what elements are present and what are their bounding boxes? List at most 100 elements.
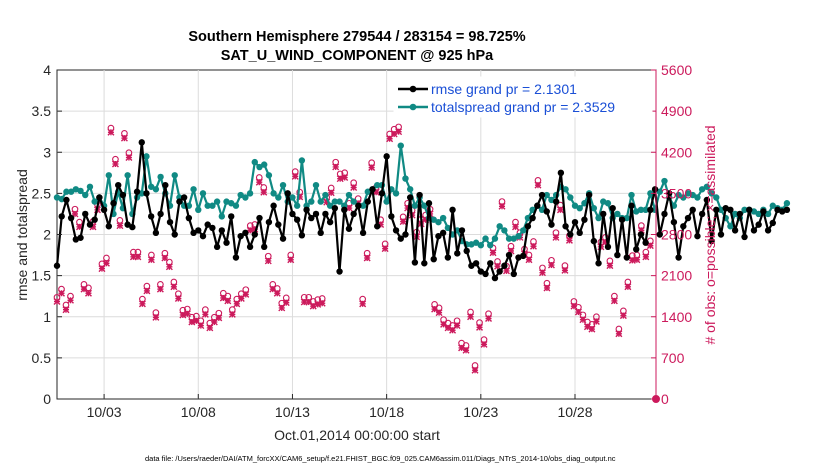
totalspread-point — [157, 173, 164, 181]
rmse-point — [336, 268, 343, 275]
rmse-point — [110, 200, 117, 207]
rmse-point — [656, 231, 663, 238]
rmse-point — [684, 214, 692, 222]
y-left-tick-label: 1.5 — [32, 268, 52, 284]
totalspread-point — [91, 198, 98, 205]
rmse-point — [308, 214, 315, 222]
legend-rmse-marker — [409, 85, 417, 93]
rmse-point — [228, 213, 235, 220]
obs-assimilated-point — [570, 302, 578, 310]
rmse-point — [162, 181, 169, 189]
obs-assimilated-point — [462, 346, 470, 354]
x-tick-label: 10/03 — [87, 404, 122, 420]
rmse-point — [727, 206, 734, 214]
totalspread-point — [562, 186, 569, 193]
obs-assimilated-point — [84, 289, 92, 297]
totalspread-point — [477, 241, 485, 249]
y-right-axis-label: # of obs: o=possible; ×=assimilated — [702, 125, 718, 344]
totalspread-point — [406, 186, 414, 193]
rmse-point — [510, 270, 517, 278]
obs-assimilated-point — [116, 222, 124, 230]
legend-box — [393, 76, 653, 118]
rmse-point — [152, 229, 160, 237]
rmse-point — [147, 213, 155, 220]
rmse-point — [411, 259, 419, 266]
rmse-point — [444, 254, 452, 261]
rmse-point — [209, 224, 216, 232]
rmse-point — [124, 221, 131, 228]
totalspread-point — [783, 200, 791, 207]
rmse-point — [374, 223, 381, 230]
rmse-point — [195, 227, 202, 234]
rmse-point — [100, 206, 108, 214]
rmse-point — [406, 194, 414, 201]
rmse-point — [680, 223, 687, 230]
obs-assimilated-point — [53, 297, 61, 305]
obs-assimilated-point — [152, 313, 160, 321]
rmse-point — [760, 208, 767, 215]
totalspread-point — [190, 186, 197, 193]
rmse-point — [199, 232, 207, 240]
obs-assimilated-point — [287, 256, 295, 264]
rmse-point — [543, 208, 550, 215]
totalspread-point — [515, 232, 522, 240]
rmse-point — [119, 191, 127, 199]
totalspread-point — [152, 186, 160, 193]
legend-rmse-label: rmse grand pr = 2.1301 — [431, 81, 577, 97]
x-tick-label: 10/13 — [275, 404, 310, 420]
obs-assimilated-point — [219, 294, 227, 302]
totalspread-point — [124, 172, 131, 179]
rmse-point — [232, 254, 240, 261]
y-left-tick-label: 1 — [43, 309, 51, 325]
rmse-point — [637, 231, 645, 238]
totalspread-point — [510, 235, 517, 242]
totalspread-point — [143, 153, 150, 160]
totalspread-point — [680, 194, 687, 201]
totalspread-point — [439, 214, 447, 222]
totalspread-point — [322, 191, 329, 199]
y-right-tick-label: 2100 — [661, 268, 692, 284]
rmse-line — [55, 141, 788, 280]
rmse-point — [571, 218, 579, 226]
totalspread-point — [543, 191, 550, 199]
rmse-point — [275, 221, 282, 228]
rmse-point — [741, 233, 748, 241]
totalspread-point — [364, 188, 372, 195]
rmse-point — [67, 214, 75, 222]
totalspread-point — [764, 210, 772, 218]
rmse-point — [534, 202, 541, 209]
totalspread-point — [289, 194, 296, 201]
rmse-point — [694, 232, 701, 240]
rmse-point — [133, 188, 141, 195]
totalspread-point — [105, 172, 113, 179]
rmse-point — [717, 231, 725, 238]
rmse-point — [449, 206, 456, 214]
rmse-point — [237, 232, 244, 240]
obs-assimilated-point — [642, 253, 650, 261]
rmse-point — [661, 210, 668, 218]
totalspread-point — [345, 191, 353, 199]
obs-assimilated-point — [120, 134, 128, 142]
obs-assimilated-point — [183, 310, 191, 318]
obs-assimilated-point — [282, 299, 290, 307]
rmse-point — [115, 181, 122, 189]
rmse-point — [557, 169, 565, 177]
totalspread-point — [293, 202, 301, 209]
rmse-point — [675, 254, 682, 261]
rmse-point — [472, 260, 480, 267]
totalspread-point — [501, 227, 508, 234]
rmse-point — [77, 234, 84, 241]
rmse-point — [628, 202, 635, 209]
rmse-point — [482, 270, 489, 278]
obs-assimilated-point — [471, 366, 479, 374]
obs-assimilated-point — [125, 154, 133, 162]
totalspread-point — [731, 210, 739, 218]
obs-assimilated-point — [543, 284, 551, 292]
obs-assimilated-point — [498, 202, 506, 210]
y-right-tick-label: 4900 — [661, 103, 692, 119]
obs-assimilated-point — [215, 314, 223, 322]
rmse-point — [491, 274, 499, 282]
obs-assimilated-point — [161, 254, 169, 262]
obs-assimilated-point — [453, 322, 461, 330]
rmse-point — [487, 260, 494, 267]
